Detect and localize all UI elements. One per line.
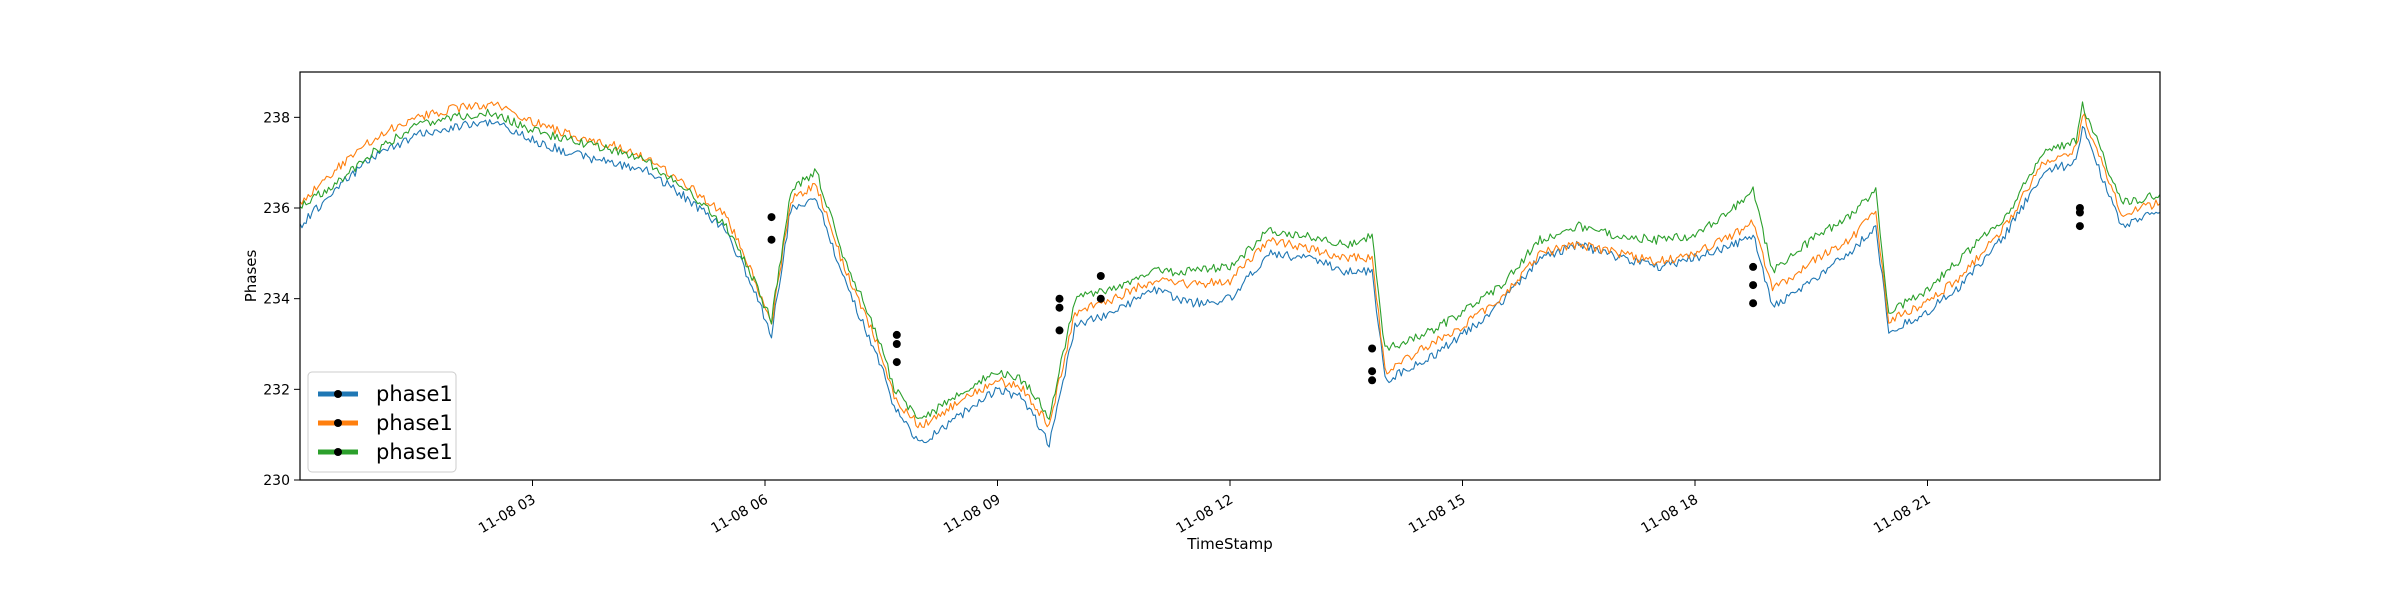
marker-layer bbox=[767, 204, 2084, 385]
legend: phase1 phase1 phase1 bbox=[307, 371, 457, 473]
series-line-3 bbox=[299, 101, 2161, 420]
data-marker bbox=[1096, 272, 1105, 280]
data-marker bbox=[892, 330, 901, 339]
legend-label: phase1 bbox=[376, 382, 453, 406]
legend-marker bbox=[334, 448, 342, 456]
data-marker bbox=[1749, 262, 1758, 271]
y-tick-label: 234 bbox=[263, 292, 290, 308]
x-tick-label: 11-08 09 bbox=[941, 492, 1004, 537]
data-marker bbox=[1749, 281, 1758, 290]
y-tick-label: 232 bbox=[263, 382, 290, 398]
x-tick-label: 11-08 21 bbox=[1871, 492, 1934, 537]
data-marker bbox=[1096, 294, 1105, 303]
y-tick-label: 238 bbox=[263, 110, 290, 126]
legend-marker bbox=[334, 419, 342, 427]
data-marker bbox=[767, 213, 776, 222]
data-marker bbox=[1368, 367, 1377, 376]
x-tick-label: 11-08 03 bbox=[476, 492, 539, 537]
data-marker bbox=[1055, 303, 1064, 312]
x-axis: 11-08 03 11-08 06 11-08 09 11-08 12 11-08 15… bbox=[476, 480, 1934, 537]
data-marker bbox=[2075, 204, 2084, 212]
y-axis: 230 232 234 236 238 bbox=[263, 110, 300, 489]
y-axis-label: Phases bbox=[242, 250, 260, 303]
data-marker bbox=[892, 340, 901, 348]
data-marker bbox=[1368, 376, 1377, 385]
y-tick-label: 230 bbox=[263, 473, 290, 489]
data-marker bbox=[1055, 326, 1064, 335]
data-marker bbox=[2075, 222, 2084, 231]
x-tick-label: 11-08 18 bbox=[1638, 492, 1701, 537]
legend-label: phase1 bbox=[376, 411, 453, 435]
data-marker bbox=[892, 358, 901, 367]
series-line-1 bbox=[299, 119, 2161, 448]
x-tick-label: 11-08 12 bbox=[1173, 492, 1236, 537]
data-marker bbox=[1749, 299, 1758, 308]
series-line-2 bbox=[299, 101, 2161, 429]
data-marker bbox=[767, 235, 776, 244]
legend-label: phase1 bbox=[376, 440, 453, 464]
x-axis-label: TimeStamp bbox=[1186, 535, 1272, 553]
legend-frame bbox=[307, 371, 457, 473]
data-marker bbox=[1368, 344, 1377, 353]
series-layer bbox=[299, 101, 2161, 448]
x-tick-label: 11-08 06 bbox=[708, 492, 771, 537]
x-tick-label: 11-08 15 bbox=[1406, 492, 1469, 537]
legend-marker bbox=[334, 390, 342, 398]
data-marker bbox=[1055, 294, 1064, 303]
plot-background bbox=[300, 72, 2160, 480]
y-tick-label: 236 bbox=[263, 201, 290, 217]
